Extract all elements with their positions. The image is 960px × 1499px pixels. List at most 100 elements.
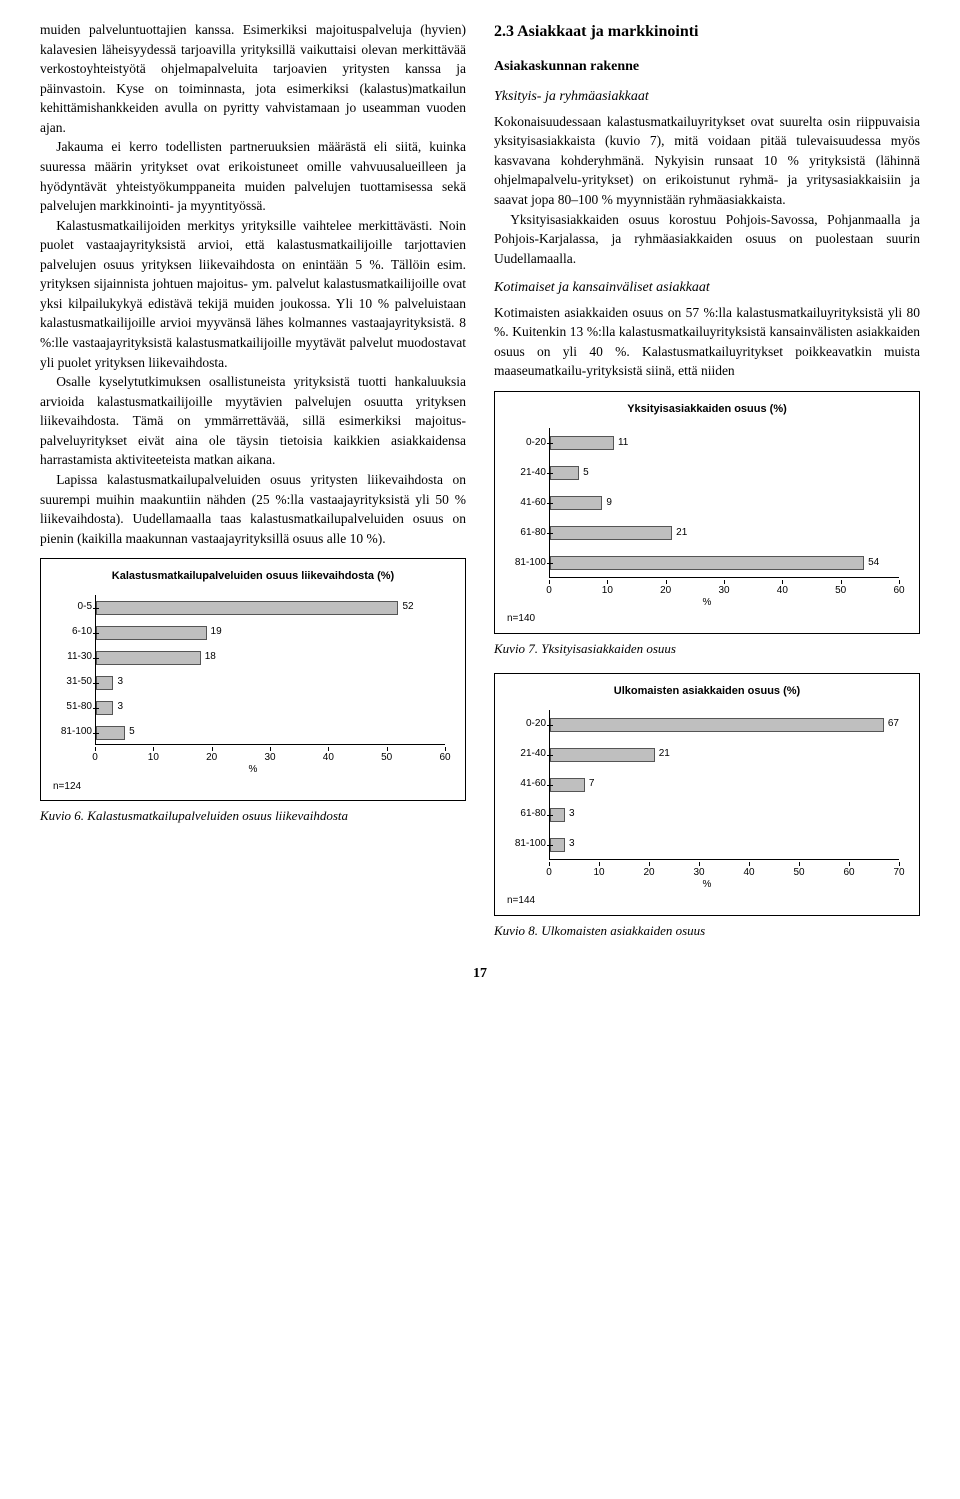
- bar-row: 81-1005: [96, 724, 445, 742]
- para: Kokonaisuudessaan kalastusmatkailuyrityk…: [494, 112, 920, 210]
- para: muiden palveluntuottajien kanssa. Esimer…: [40, 20, 466, 137]
- bar-value: 3: [117, 700, 123, 715]
- x-tick-label: 0: [546, 866, 552, 881]
- x-tick-label: 40: [777, 584, 788, 599]
- bar-category-label: 61-80: [510, 807, 550, 822]
- page-number: 17: [40, 964, 920, 984]
- chart-title: Yksityisasiakkaiden osuus (%): [507, 402, 907, 418]
- bar-category-label: 21-40: [510, 747, 550, 762]
- bar-row: 41-609: [550, 494, 899, 512]
- x-tick-label: 10: [593, 866, 604, 881]
- x-tick-label: 50: [835, 584, 846, 599]
- subheading: Asiakaskunnan rakenne: [494, 57, 920, 77]
- chart-6: Kalastusmatkailupalveluiden osuus liikev…: [40, 558, 466, 801]
- chart-title: Ulkomaisten asiakkaiden osuus (%): [507, 684, 907, 700]
- x-tick-label: 50: [793, 866, 804, 881]
- right-column: 2.3 Asiakkaat ja markkinointi Asiakaskun…: [494, 20, 920, 940]
- bar-value: 54: [868, 556, 879, 571]
- bar-value: 9: [606, 496, 612, 511]
- x-tick-label: 10: [602, 584, 613, 599]
- x-tick-label: 30: [693, 866, 704, 881]
- x-tick-label: 60: [439, 751, 450, 766]
- chart-x-axis: 0102030405060: [95, 747, 445, 763]
- bar-category-label: 61-80: [510, 526, 550, 541]
- bar: [550, 436, 614, 450]
- bar-value: 52: [402, 600, 413, 615]
- para: Lapissa kalastusmatkailupalveluiden osuu…: [40, 470, 466, 548]
- bar-row: 6-1019: [96, 624, 445, 642]
- bar-row: 81-10054: [550, 554, 899, 572]
- bar-value: 21: [659, 747, 670, 762]
- bar-category-label: 0-20: [510, 436, 550, 451]
- para: Kalastusmatkailijoiden merkitys yrityksi…: [40, 216, 466, 373]
- para: Osalle kyselytutkimuksen osallistuneista…: [40, 372, 466, 470]
- para: Yksityisasiakkaiden osuus korostuu Pohjo…: [494, 210, 920, 269]
- bar-value: 5: [583, 466, 589, 481]
- bar-category-label: 21-40: [510, 466, 550, 481]
- bar: [550, 718, 884, 732]
- chart-x-unit: %: [507, 596, 907, 611]
- bar: [550, 778, 585, 792]
- bar: [550, 748, 655, 762]
- bar-row: 21-405: [550, 464, 899, 482]
- subsubheading: Kotimaiset ja kansainväliset asiakkaat: [494, 278, 920, 298]
- bar-row: 51-803: [96, 699, 445, 717]
- x-tick-label: 20: [206, 751, 217, 766]
- bar-value: 3: [117, 675, 123, 690]
- bar-category-label: 31-50: [56, 675, 96, 690]
- bar-row: 11-3018: [96, 649, 445, 667]
- x-tick-label: 30: [718, 584, 729, 599]
- chart-x-unit: %: [53, 763, 453, 778]
- bar-value: 7: [589, 777, 595, 792]
- chart-n: n=124: [53, 780, 453, 795]
- subsubheading: Yksityis- ja ryhmäasiakkaat: [494, 87, 920, 107]
- chart-x-axis: 010203040506070: [549, 862, 899, 878]
- bar-row: 61-803: [550, 806, 899, 824]
- bar: [96, 651, 201, 665]
- bar: [550, 556, 864, 570]
- x-tick-label: 60: [843, 866, 854, 881]
- bar-category-label: 0-5: [56, 600, 96, 615]
- bar-row: 61-8021: [550, 524, 899, 542]
- left-column: muiden palveluntuottajien kanssa. Esimer…: [40, 20, 466, 940]
- chart-caption: Kuvio 7. Yksityisasiakkaiden osuus: [494, 640, 920, 659]
- bar-category-label: 41-60: [510, 496, 550, 511]
- bar-row: 81-1003: [550, 836, 899, 854]
- bar-category-label: 81-100: [510, 837, 550, 852]
- bar-value: 3: [569, 837, 575, 852]
- x-tick-label: 40: [323, 751, 334, 766]
- bar-value: 5: [129, 725, 135, 740]
- bar-category-label: 51-80: [56, 700, 96, 715]
- bar-category-label: 11-30: [56, 650, 96, 665]
- chart-x-axis: 0102030405060: [549, 580, 899, 596]
- bar-row: 0-2067: [550, 716, 899, 734]
- para: Jakauma ei kerro todellisten partneruuks…: [40, 137, 466, 215]
- bar-row: 31-503: [96, 674, 445, 692]
- bar-category-label: 0-20: [510, 717, 550, 732]
- chart-area: 0-201121-40541-60961-802181-10054: [549, 428, 899, 578]
- bar-category-label: 41-60: [510, 777, 550, 792]
- chart-caption: Kuvio 8. Ulkomaisten asiakkaiden osuus: [494, 922, 920, 941]
- x-tick-label: 30: [264, 751, 275, 766]
- bar: [96, 626, 207, 640]
- bar-row: 0-552: [96, 599, 445, 617]
- chart-area: 0-552 6-1019 11-3018 31-503 51-803 81-1005: [95, 595, 445, 745]
- bar-row: 21-4021: [550, 746, 899, 764]
- chart-n: n=140: [507, 612, 907, 627]
- bar-value: 19: [211, 625, 222, 640]
- bar: [550, 526, 672, 540]
- bar-value: 21: [676, 526, 687, 541]
- x-tick-label: 60: [893, 584, 904, 599]
- x-tick-label: 20: [660, 584, 671, 599]
- chart-caption: Kuvio 6. Kalastusmatkailupalveluiden osu…: [40, 807, 466, 826]
- x-tick-label: 0: [546, 584, 552, 599]
- bar-row: 41-607: [550, 776, 899, 794]
- bar: [550, 466, 579, 480]
- chart-8: Ulkomaisten asiakkaiden osuus (%) 0-2067…: [494, 673, 920, 916]
- bar: [550, 496, 602, 510]
- bar-value: 67: [888, 717, 899, 732]
- chart-area: 0-2067 21-4021 41-607 61-803 81-1003: [549, 710, 899, 860]
- x-tick-label: 40: [743, 866, 754, 881]
- x-tick-label: 70: [893, 866, 904, 881]
- chart-title: Kalastusmatkailupalveluiden osuus liikev…: [53, 569, 453, 585]
